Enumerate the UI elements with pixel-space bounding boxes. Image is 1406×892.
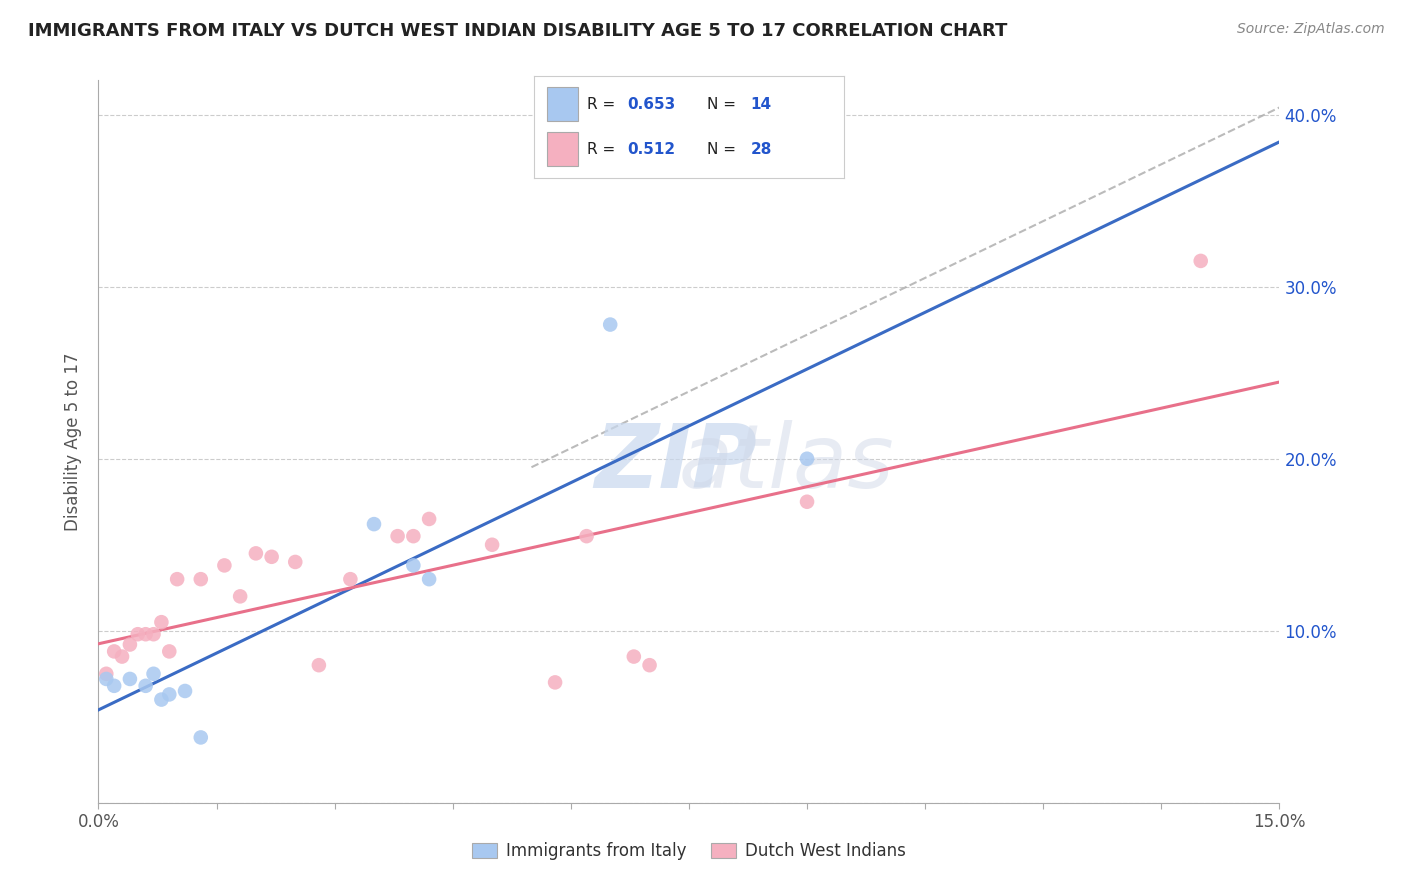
FancyBboxPatch shape [547, 87, 578, 121]
Point [103, 644, 125, 658]
Point [214, 558, 236, 573]
Text: R =: R = [586, 96, 620, 112]
Point [260, 549, 283, 564]
Point [174, 684, 197, 698]
Text: atlas: atlas [595, 420, 894, 507]
Point [118, 672, 141, 686]
Point [599, 318, 621, 332]
Text: N =: N = [707, 142, 741, 157]
Text: 0.653: 0.653 [627, 96, 675, 112]
Point [402, 529, 425, 543]
Point [418, 572, 440, 586]
Point [135, 627, 157, 641]
Point [284, 555, 307, 569]
Point [190, 731, 212, 745]
Point [245, 546, 267, 560]
Point [96, 666, 118, 681]
Point [638, 658, 661, 673]
Text: 28: 28 [751, 142, 772, 157]
Point [157, 644, 180, 658]
Point [127, 627, 149, 641]
Point [96, 672, 118, 686]
FancyBboxPatch shape [547, 132, 578, 166]
Point [111, 649, 134, 664]
Point [402, 558, 425, 573]
Point [150, 692, 173, 706]
Point [544, 675, 567, 690]
Text: ZIP: ZIP [595, 420, 758, 507]
Text: N =: N = [707, 96, 741, 112]
Text: Source: ZipAtlas.com: Source: ZipAtlas.com [1237, 22, 1385, 37]
Point [118, 638, 141, 652]
Point [142, 666, 165, 681]
Point [229, 590, 252, 604]
Text: R =: R = [586, 142, 620, 157]
Point [1189, 253, 1212, 268]
Text: IMMIGRANTS FROM ITALY VS DUTCH WEST INDIAN DISABILITY AGE 5 TO 17 CORRELATION CH: IMMIGRANTS FROM ITALY VS DUTCH WEST INDI… [28, 22, 1008, 40]
Point [103, 679, 125, 693]
Point [308, 658, 330, 673]
Point [796, 494, 818, 508]
Text: 14: 14 [751, 96, 772, 112]
Text: 0.512: 0.512 [627, 142, 675, 157]
Point [135, 679, 157, 693]
Point [418, 512, 440, 526]
Point [796, 451, 818, 466]
Point [363, 517, 385, 532]
Point [575, 529, 598, 543]
Point [481, 538, 503, 552]
Point [157, 687, 180, 701]
Point [623, 649, 645, 664]
Point [387, 529, 409, 543]
Point [166, 572, 188, 586]
Legend: Immigrants from Italy, Dutch West Indians: Immigrants from Italy, Dutch West Indian… [465, 836, 912, 867]
Point [190, 572, 212, 586]
Y-axis label: Disability Age 5 to 17: Disability Age 5 to 17 [65, 352, 83, 531]
Point [150, 615, 173, 630]
Point [339, 572, 361, 586]
Point [142, 627, 165, 641]
